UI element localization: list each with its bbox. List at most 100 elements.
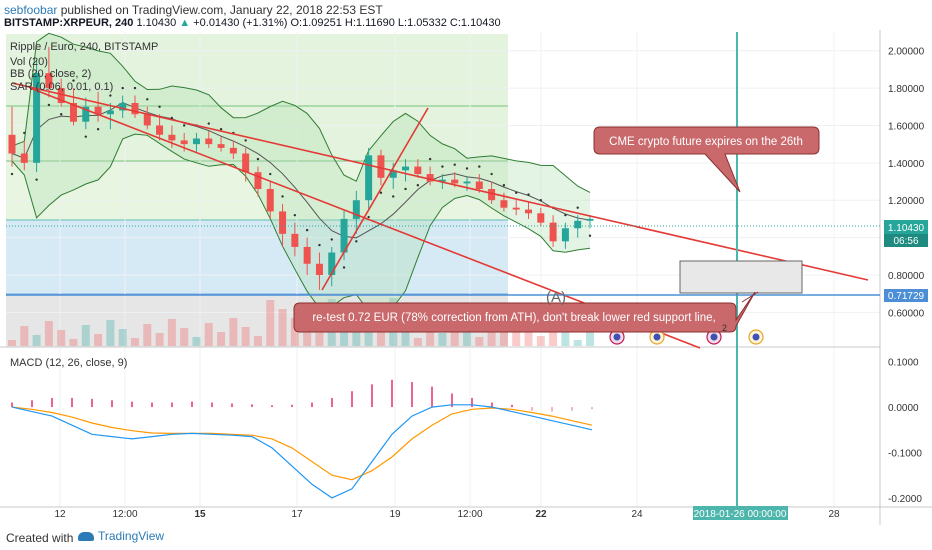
- sar-dot: [84, 135, 87, 138]
- candle-body: [340, 218, 348, 253]
- svg-text:1.10430: 1.10430: [888, 223, 925, 234]
- chart-canvas[interactable]: 2.000001.800001.600001.400001.200001.000…: [0, 30, 932, 525]
- volume-bar: [499, 332, 508, 346]
- candle-body: [82, 106, 90, 122]
- volume-bar: [44, 321, 53, 346]
- sar-dot: [10, 172, 14, 176]
- volume-bar: [130, 338, 139, 346]
- sar-dot: [502, 184, 506, 187]
- sar-dot: [96, 127, 100, 131]
- candle-body: [438, 179, 446, 182]
- callout-cme[interactable]: CME crypto future expires on the 26th: [593, 126, 820, 193]
- symbol-name[interactable]: BITSTAMP:XRPEUR, 240: [4, 17, 134, 29]
- candle-body: [20, 153, 28, 163]
- callout-retest[interactable]: re-test 0.72 EUR (78% correction from AT…: [293, 291, 756, 333]
- volume-bar: [549, 322, 558, 346]
- time-tick-label: 12: [54, 509, 66, 520]
- bb-fill: [12, 33, 590, 312]
- svg-text:2018-01-26 00:00:00: 2018-01-26 00:00:00: [694, 509, 787, 520]
- time-tick-label: 24: [631, 509, 643, 520]
- candle-body: [549, 222, 557, 242]
- volume-bar: [241, 327, 250, 346]
- sar-dot: [281, 195, 284, 198]
- candle-body: [488, 189, 496, 201]
- candle-body: [33, 73, 41, 163]
- candle-body: [463, 181, 471, 184]
- price-tick-label: 1.40000: [888, 159, 925, 170]
- candle-body: [229, 147, 237, 154]
- sar-layer: [10, 79, 592, 269]
- symbol-line: BITSTAMP:XRPEUR, 240 1.10430 ▲ +0.01430 …: [4, 17, 501, 29]
- sar-dot: [158, 105, 161, 108]
- sar-dot: [59, 113, 63, 116]
- sar-dot: [465, 167, 469, 170]
- bb-lower: [11, 133, 591, 313]
- candle-body: [69, 103, 77, 122]
- candle-body: [57, 88, 65, 104]
- rally-line: [321, 107, 429, 291]
- sar-dot: [35, 178, 38, 181]
- sar-dot: [527, 193, 530, 196]
- legend-title: Ripple / Euro, 240, BITSTAMP: [10, 41, 158, 53]
- sar-dot: [121, 86, 124, 90]
- time-tick-label: 12:00: [112, 509, 137, 520]
- volume-bar: [487, 323, 496, 346]
- volume-bar: [290, 318, 299, 346]
- time-label: 2018-01-26 00:00:00: [693, 506, 788, 520]
- event-marker-core: [613, 333, 621, 341]
- volume-bar: [438, 333, 447, 346]
- sar-dot: [490, 172, 493, 176]
- volume-bar: [253, 336, 262, 346]
- candle-body: [180, 140, 188, 145]
- footer-bar: Created with TradingView: [0, 525, 932, 550]
- volume-bar: [155, 333, 164, 346]
- volume-bar: [475, 337, 484, 346]
- price-label-level: 0.71729: [884, 289, 928, 302]
- candle-body: [537, 213, 545, 223]
- candle-body: [119, 103, 127, 111]
- candle-body: [291, 233, 299, 247]
- tradingview-logo[interactable]: TradingView: [78, 529, 164, 543]
- last-price: 1.10430: [136, 17, 177, 29]
- volume-bar: [69, 339, 78, 346]
- event-marker-core: [752, 333, 760, 341]
- volume-bar: [106, 320, 115, 346]
- macd-layer: [11, 379, 593, 499]
- price-tick-label: 1.20000: [888, 196, 925, 207]
- sar-dot: [256, 157, 260, 161]
- candle-body: [586, 218, 594, 221]
- candle-body: [106, 110, 114, 115]
- fib-zone-low: [6, 220, 508, 295]
- sar-dot: [318, 243, 321, 247]
- volume-bar: [57, 330, 66, 346]
- volume-bar: [180, 328, 189, 346]
- candle-body: [242, 153, 250, 173]
- sar-dot: [23, 131, 26, 135]
- volume-bar: [229, 318, 238, 346]
- sar-dot: [416, 184, 420, 187]
- volume-bar: [217, 332, 226, 346]
- event-marker-core: [710, 333, 718, 341]
- candle-body: [131, 103, 139, 115]
- macd-tick-label: 0.1000: [888, 358, 919, 369]
- price-tick-label: 1.60000: [888, 121, 925, 132]
- event-badge-count: 2: [722, 323, 727, 333]
- volume-bar: [81, 325, 90, 346]
- ohlc-values: O:1.09251 H:1.11690 L:1.05332 C:1.10430: [290, 17, 501, 29]
- candle-body: [402, 166, 410, 171]
- sar-dot: [392, 195, 395, 198]
- volume-bar: [266, 300, 275, 346]
- sar-dot: [133, 86, 137, 90]
- sar-dot: [367, 215, 370, 219]
- volume-bar: [561, 331, 570, 346]
- volume-bar: [536, 336, 545, 346]
- sar-dot: [379, 191, 383, 194]
- author-link[interactable]: sebfoobar: [4, 3, 58, 17]
- sar-dot: [146, 98, 149, 101]
- event-marker-core: [653, 333, 661, 341]
- candle-body: [279, 211, 287, 234]
- volume-bar: [32, 335, 41, 346]
- candle-body: [352, 200, 360, 219]
- volume-bar: [401, 329, 410, 346]
- candle-body: [94, 106, 102, 115]
